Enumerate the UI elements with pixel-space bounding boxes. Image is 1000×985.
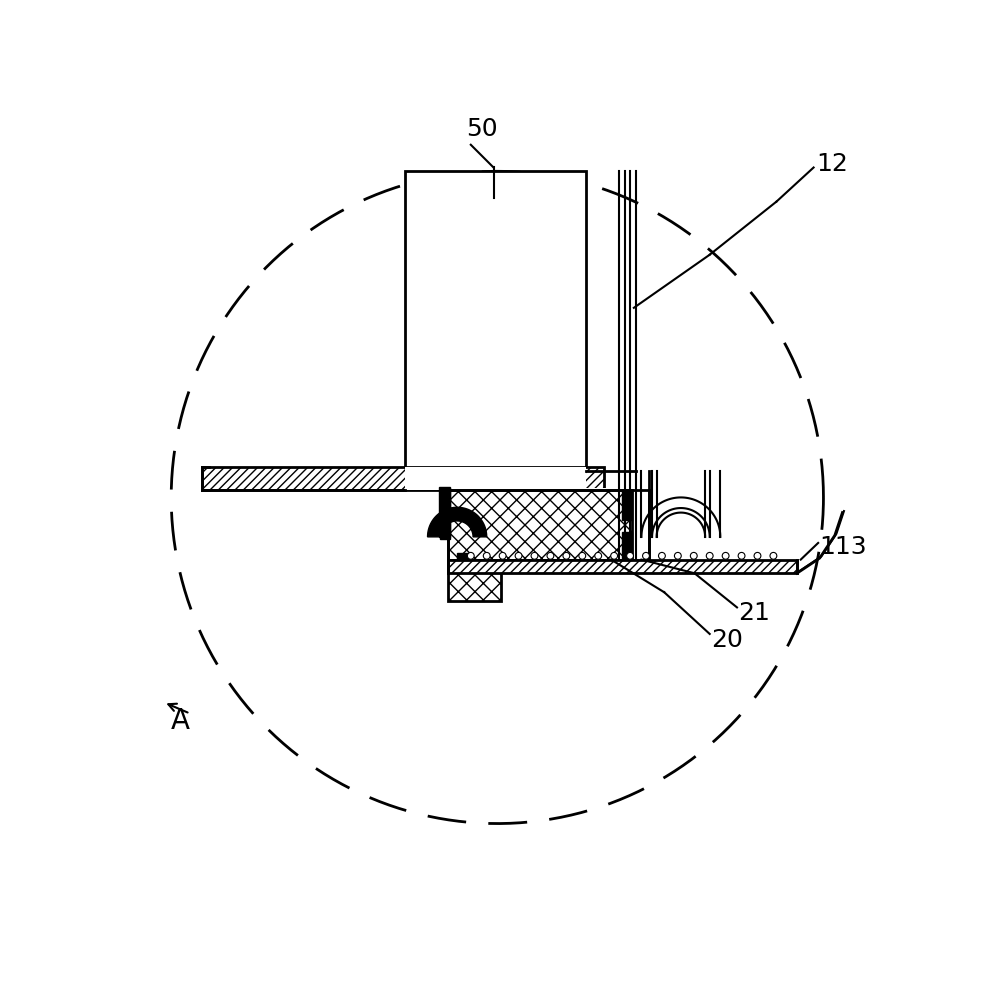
Circle shape <box>499 553 506 559</box>
Circle shape <box>531 553 538 559</box>
Bar <box>448 488 632 492</box>
Text: 50: 50 <box>466 117 498 141</box>
Circle shape <box>690 553 697 559</box>
Circle shape <box>627 553 633 559</box>
Circle shape <box>722 553 729 559</box>
Polygon shape <box>457 553 471 559</box>
Text: A: A <box>171 707 190 735</box>
Bar <box>405 467 586 490</box>
Bar <box>448 490 632 559</box>
Text: 21: 21 <box>739 601 770 624</box>
Circle shape <box>674 553 681 559</box>
Circle shape <box>706 553 713 559</box>
Bar <box>448 559 797 573</box>
Circle shape <box>595 553 602 559</box>
Circle shape <box>515 553 522 559</box>
Polygon shape <box>439 487 450 537</box>
Polygon shape <box>448 559 501 601</box>
Polygon shape <box>440 489 450 539</box>
Text: 20: 20 <box>711 628 743 652</box>
Polygon shape <box>622 490 632 520</box>
Circle shape <box>754 553 761 559</box>
Circle shape <box>579 553 586 559</box>
Circle shape <box>563 553 570 559</box>
Circle shape <box>467 553 474 559</box>
Circle shape <box>738 553 745 559</box>
Text: 113: 113 <box>820 535 867 558</box>
Polygon shape <box>657 512 705 537</box>
Circle shape <box>770 553 777 559</box>
Bar <box>202 467 604 490</box>
Polygon shape <box>622 532 632 559</box>
Circle shape <box>547 553 554 559</box>
Circle shape <box>483 553 490 559</box>
Bar <box>405 171 586 471</box>
Circle shape <box>611 553 618 559</box>
Polygon shape <box>428 507 487 537</box>
Text: 12: 12 <box>816 152 848 175</box>
Circle shape <box>659 553 665 559</box>
Circle shape <box>643 553 649 559</box>
